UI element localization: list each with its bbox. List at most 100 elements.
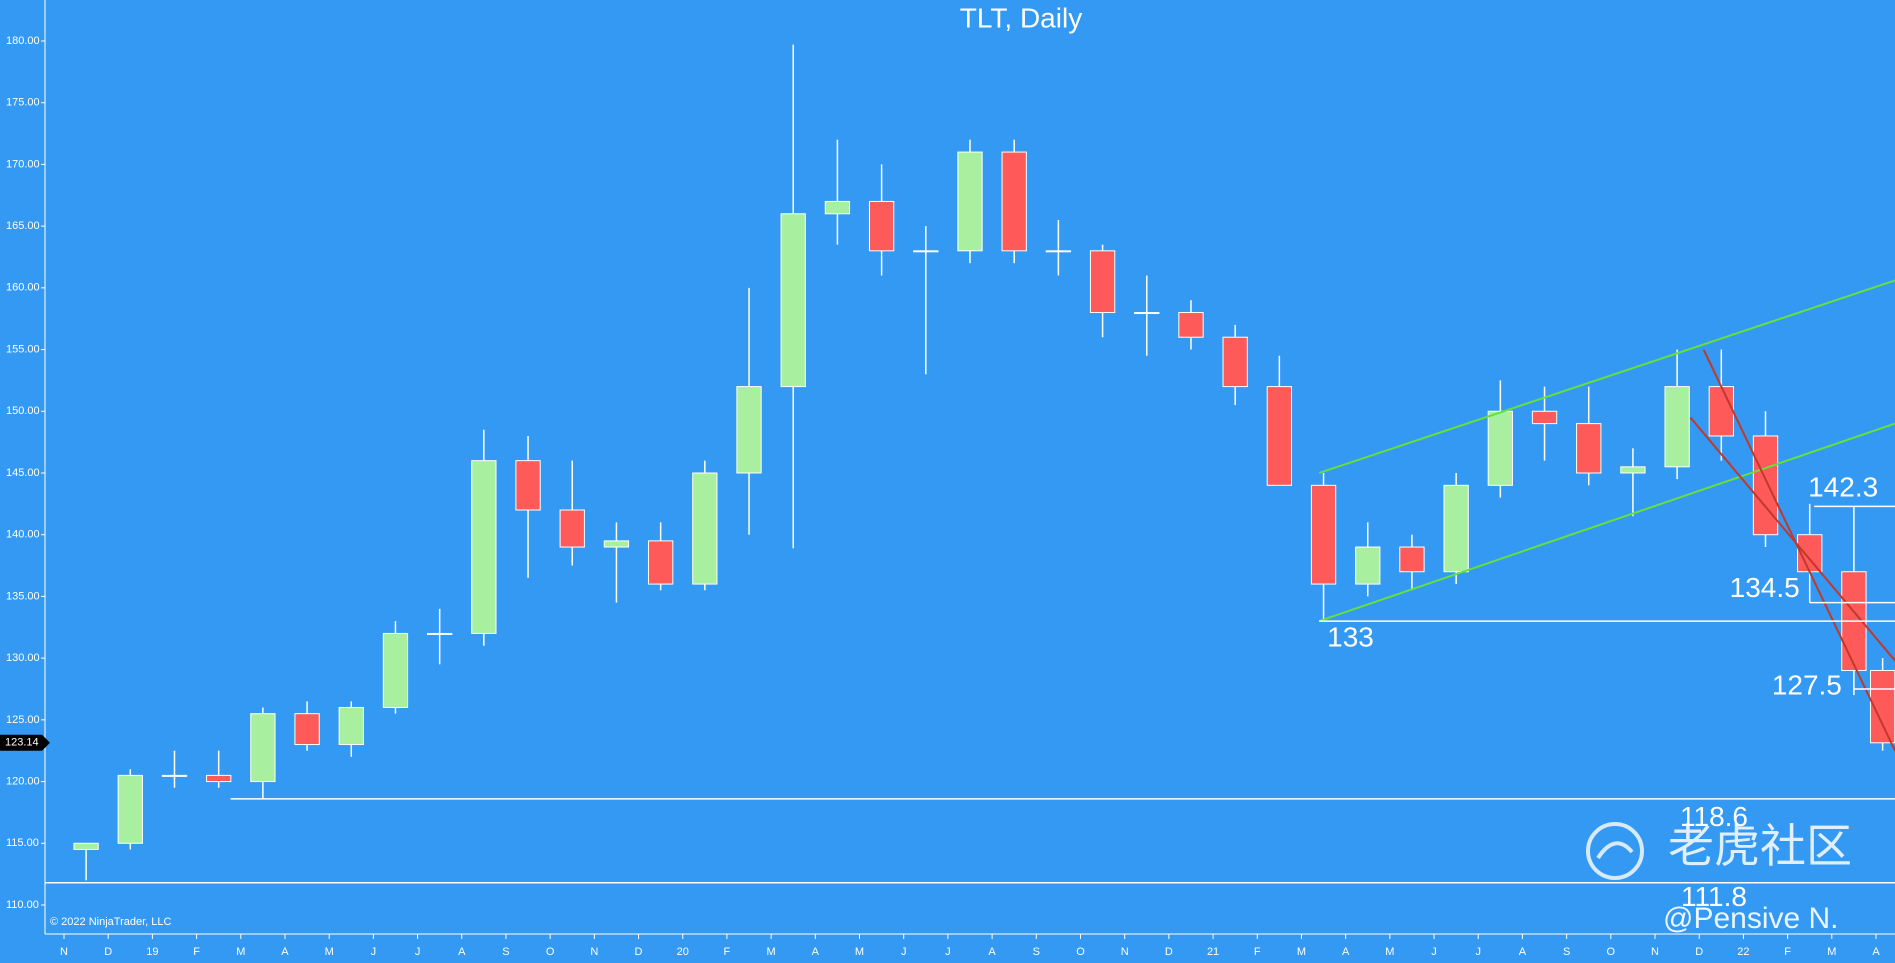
x-tick-label: 22	[1737, 946, 1749, 958]
x-tick-label: N	[1651, 946, 1659, 958]
candle-body	[1487, 410, 1513, 486]
x-tick-label: J	[901, 946, 907, 958]
x-tick-label: F	[724, 946, 731, 958]
y-tick-label: 160.00	[6, 282, 40, 294]
y-tick-label: 155.00	[6, 343, 40, 355]
x-tick-label: D	[104, 946, 112, 958]
x-tick-label: M	[1297, 946, 1306, 958]
candle-body	[868, 200, 895, 252]
x-tick-label: 20	[677, 946, 689, 958]
y-tick-label: 125.00	[6, 714, 40, 726]
level-label: 127.5	[1772, 669, 1842, 700]
candle-body	[161, 774, 188, 777]
candle-body	[1399, 546, 1425, 573]
x-tick-label: S	[1563, 946, 1570, 958]
x-tick-label: F	[1254, 946, 1261, 958]
author: @Pensive N.	[1663, 902, 1839, 935]
level-label: 142.3	[1808, 472, 1878, 503]
x-tick-label: N	[60, 946, 68, 958]
candle-body	[427, 632, 453, 635]
candle-body	[73, 842, 99, 850]
candle-body	[1222, 336, 1248, 388]
x-tick-label: A	[1342, 946, 1350, 958]
x-tick-label: M	[1385, 946, 1394, 958]
watermark-logo	[1586, 822, 1644, 880]
candle-body	[1443, 484, 1469, 573]
trend-line	[1318, 422, 1895, 623]
candle-body	[1266, 386, 1293, 486]
watermark: 老虎社区	[1668, 820, 1852, 872]
candle-body	[1310, 484, 1337, 585]
chart-title: TLT, Daily	[960, 2, 1082, 33]
y-tick-label: 145.00	[6, 467, 40, 479]
x-tick-label: J	[945, 946, 951, 958]
x-tick-label: M	[855, 946, 864, 958]
x-tick-label: O	[546, 946, 555, 958]
level-label: 111.8	[1681, 881, 1747, 912]
candle-body	[559, 509, 585, 548]
y-tick-label: 140.00	[6, 529, 40, 541]
candle-body	[1355, 546, 1381, 585]
candle-body	[471, 460, 497, 634]
candle-body	[647, 540, 674, 585]
level-label: 133	[1327, 621, 1374, 652]
last-price-tag	[0, 734, 50, 751]
candle-body	[1134, 312, 1160, 315]
candle-body	[1178, 312, 1204, 338]
y-tick-label: 115.00	[6, 837, 39, 849]
candle-body	[1664, 386, 1690, 468]
candle-body	[515, 460, 541, 511]
x-tick-label: A	[1872, 946, 1880, 958]
x-tick-label: A	[281, 946, 289, 958]
x-tick-label: M	[1827, 946, 1836, 958]
x-tick-label: F	[193, 946, 200, 958]
x-tick-label: A	[1519, 946, 1527, 958]
candle-body	[338, 707, 364, 746]
trend-line	[1689, 416, 1895, 662]
y-tick-label: 170.00	[6, 158, 40, 170]
level-label: 134.5	[1730, 572, 1800, 603]
x-tick-label: M	[236, 946, 245, 958]
y-tick-label: 120.00	[6, 775, 40, 787]
y-tick-label: 175.00	[6, 97, 40, 109]
candle-body	[957, 151, 983, 252]
candle-body	[1045, 250, 1072, 253]
candle-body	[117, 774, 143, 844]
x-tick-label: A	[812, 946, 820, 958]
candle-body	[780, 213, 806, 388]
x-tick-label: D	[1695, 946, 1703, 958]
y-tick-label: 165.00	[6, 220, 40, 232]
y-tick-label: 180.00	[6, 35, 40, 47]
candle-body	[206, 774, 232, 783]
level-label: 118.6	[1680, 801, 1748, 832]
y-tick-label: 150.00	[6, 405, 40, 417]
candle-body	[1620, 466, 1646, 474]
x-tick-label: D	[635, 946, 643, 958]
candle-body	[692, 472, 718, 585]
x-tick-label: J	[415, 946, 421, 958]
trend-line	[1318, 279, 1895, 474]
x-tick-label: M	[767, 946, 776, 958]
candle-body	[294, 713, 320, 746]
x-tick-label: J	[371, 946, 377, 958]
x-tick-label: D	[1165, 946, 1173, 958]
candle-body	[824, 200, 851, 215]
copyright: © 2022 NinjaTrader, LLC	[50, 916, 171, 928]
x-tick-label: J	[1475, 946, 1481, 958]
x-tick-label: J	[1431, 946, 1437, 958]
x-tick-label: N	[590, 946, 598, 958]
y-tick-label: 130.00	[6, 652, 40, 664]
y-tick-label: 110.00	[6, 899, 39, 911]
last-price-label: 123.14	[5, 737, 39, 749]
x-tick-label: S	[1033, 946, 1040, 958]
x-tick-label: N	[1121, 946, 1129, 958]
trend-line	[1702, 349, 1895, 752]
candle-body	[1752, 435, 1779, 536]
x-tick-label: S	[502, 946, 509, 958]
candle-body	[1708, 386, 1734, 437]
x-tick-label: O	[1607, 946, 1616, 958]
candle-body	[603, 540, 630, 548]
candle-body	[736, 386, 762, 474]
